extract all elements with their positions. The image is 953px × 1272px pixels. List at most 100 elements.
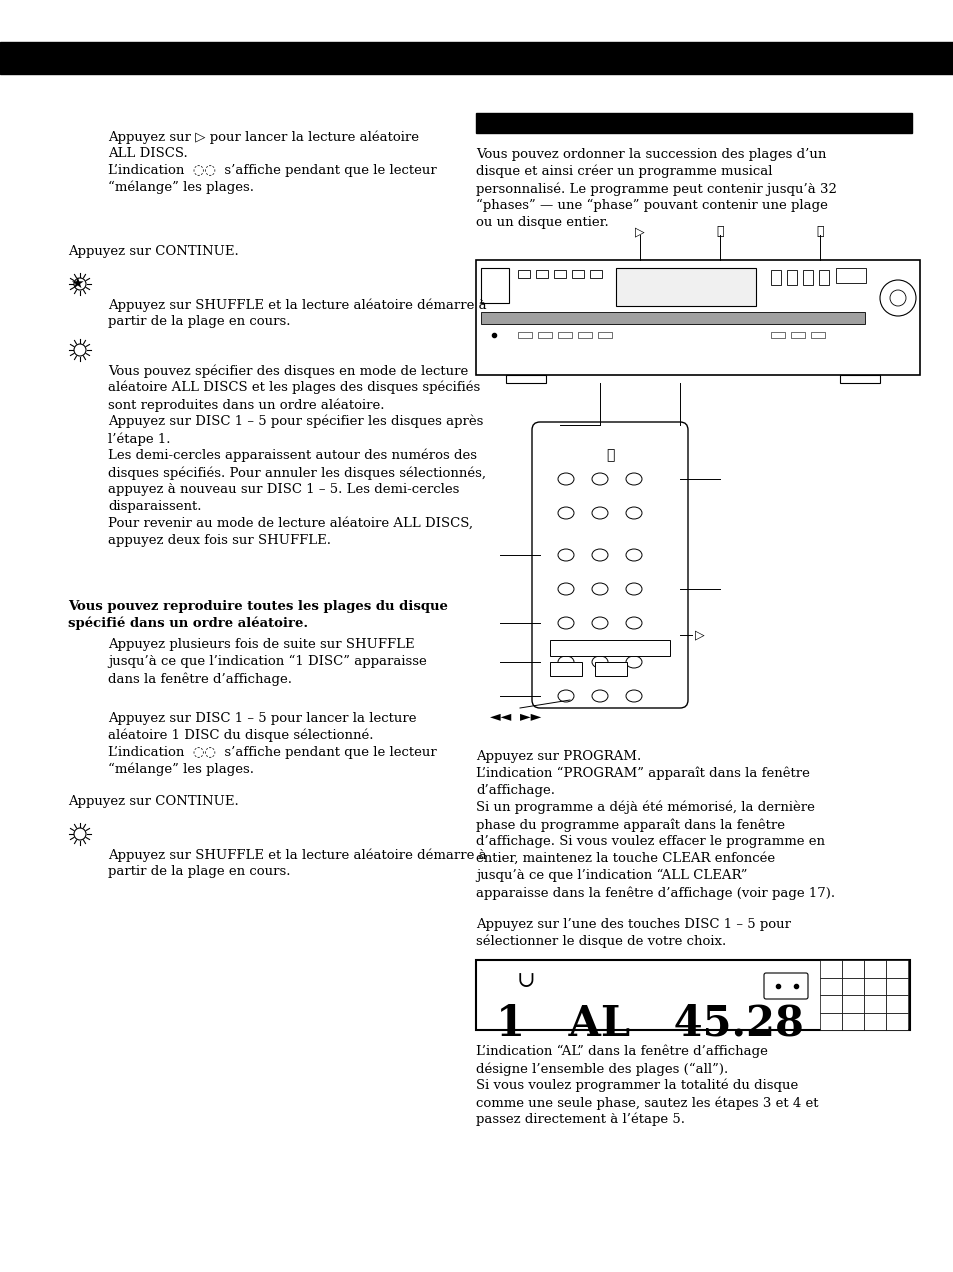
Text: Appuyez sur l’une des touches DISC 1 – 5 pour: Appuyez sur l’une des touches DISC 1 – 5… <box>476 918 790 931</box>
Bar <box>810 332 824 338</box>
Bar <box>863 1013 885 1030</box>
Ellipse shape <box>558 689 574 702</box>
Bar <box>863 995 885 1013</box>
Bar <box>598 332 612 338</box>
Bar <box>770 332 784 338</box>
Text: phase du programme apparaît dans la fenêtre: phase du programme apparaît dans la fenê… <box>476 818 784 832</box>
Text: désigne l’ensemble des plages (“all”).: désigne l’ensemble des plages (“all”). <box>476 1062 727 1076</box>
Text: apparaisse dans la fenêtre d’affichage (voir page 17).: apparaisse dans la fenêtre d’affichage (… <box>476 887 834 899</box>
Bar <box>476 960 909 1030</box>
Bar <box>841 977 863 995</box>
Ellipse shape <box>558 656 574 668</box>
Text: ∪: ∪ <box>517 971 535 992</box>
Text: ★: ★ <box>70 276 84 291</box>
Text: Les demi-cercles apparaissent autour des numéros des: Les demi-cercles apparaissent autour des… <box>108 449 477 463</box>
Text: ou un disque entier.: ou un disque entier. <box>476 216 608 229</box>
Text: ⏮: ⏮ <box>716 225 723 238</box>
Text: aléatoire ALL DISCS et les plages des disques spécifiés: aléatoire ALL DISCS et les plages des di… <box>108 382 479 394</box>
Bar <box>885 960 907 977</box>
Text: dans la fenêtre d’affichage.: dans la fenêtre d’affichage. <box>108 672 292 686</box>
Bar <box>554 270 565 279</box>
Text: ⓘ: ⓘ <box>605 448 614 462</box>
Text: 1   AL   45.28: 1 AL 45.28 <box>496 1002 803 1044</box>
Bar <box>841 1013 863 1030</box>
Text: Vous pouvez ordonner la succession des plages d’un: Vous pouvez ordonner la succession des p… <box>476 148 825 162</box>
Text: Si vous voulez programmer la totalité du disque: Si vous voulez programmer la totalité du… <box>476 1079 798 1093</box>
Ellipse shape <box>625 617 641 628</box>
FancyBboxPatch shape <box>532 422 687 709</box>
Text: partir de la plage en cours.: partir de la plage en cours. <box>108 315 291 328</box>
Text: “mélange” les plages.: “mélange” les plages. <box>108 181 253 195</box>
Text: disparaissent.: disparaissent. <box>108 500 201 513</box>
Bar <box>863 977 885 995</box>
Text: ▷: ▷ <box>635 225 644 238</box>
Text: sélectionner le disque de votre choix.: sélectionner le disque de votre choix. <box>476 935 725 949</box>
Ellipse shape <box>558 508 574 519</box>
FancyBboxPatch shape <box>763 973 807 999</box>
Bar <box>517 270 530 279</box>
Bar <box>885 995 907 1013</box>
Bar <box>476 113 911 134</box>
Text: L’indication “PROGRAM” apparaît dans la fenêtre: L’indication “PROGRAM” apparaît dans la … <box>476 767 809 781</box>
Text: “phases” — une “phase” pouvant contenir une plage: “phases” — une “phase” pouvant contenir … <box>476 198 827 212</box>
Text: Pour revenir au mode de lecture aléatoire ALL DISCS,: Pour revenir au mode de lecture aléatoir… <box>108 516 473 530</box>
Bar <box>578 332 592 338</box>
Text: jusqu’à ce que l’indication “ALL CLEAR”: jusqu’à ce que l’indication “ALL CLEAR” <box>476 869 747 883</box>
Bar <box>505 375 545 383</box>
Bar <box>790 332 804 338</box>
Text: entier, maintenez la touche CLEAR enfoncée: entier, maintenez la touche CLEAR enfonc… <box>476 852 774 865</box>
Bar <box>885 977 907 995</box>
Ellipse shape <box>625 508 641 519</box>
Text: ALL DISCS.: ALL DISCS. <box>108 148 188 160</box>
Text: ⏭: ⏭ <box>816 225 822 238</box>
Bar <box>476 259 919 375</box>
Text: l’étape 1.: l’étape 1. <box>108 432 171 445</box>
Text: “mélange” les plages.: “mélange” les plages. <box>108 763 253 776</box>
Bar <box>572 270 583 279</box>
Ellipse shape <box>558 583 574 595</box>
Bar <box>589 270 601 279</box>
Text: Appuyez sur DISC 1 – 5 pour spécifier les disques après: Appuyez sur DISC 1 – 5 pour spécifier le… <box>108 415 483 429</box>
Ellipse shape <box>592 550 607 561</box>
Bar <box>550 661 581 675</box>
Ellipse shape <box>592 583 607 595</box>
Bar <box>517 332 532 338</box>
Bar <box>835 268 865 282</box>
Ellipse shape <box>592 508 607 519</box>
Text: aléatoire 1 DISC du disque sélectionné.: aléatoire 1 DISC du disque sélectionné. <box>108 729 374 743</box>
Ellipse shape <box>625 689 641 702</box>
Text: passez directement à l’étape 5.: passez directement à l’étape 5. <box>476 1113 684 1127</box>
Bar <box>820 960 841 977</box>
Ellipse shape <box>558 473 574 485</box>
Ellipse shape <box>625 583 641 595</box>
Text: Si un programme a déjà été mémorisé, la dernière: Si un programme a déjà été mémorisé, la … <box>476 801 814 814</box>
Text: disque et ainsi créer un programme musical: disque et ainsi créer un programme music… <box>476 165 772 178</box>
Text: disques spécifiés. Pour annuler les disques sélectionnés,: disques spécifiés. Pour annuler les disq… <box>108 466 485 480</box>
Ellipse shape <box>625 550 641 561</box>
Text: Appuyez sur SHUFFLE et la lecture aléatoire démarre à: Appuyez sur SHUFFLE et la lecture aléato… <box>108 298 486 312</box>
Text: spécifié dans un ordre aléatoire.: spécifié dans un ordre aléatoire. <box>68 617 308 631</box>
Bar <box>616 268 755 307</box>
Ellipse shape <box>558 550 574 561</box>
Bar <box>863 960 885 977</box>
Bar <box>820 1013 841 1030</box>
Bar <box>841 995 863 1013</box>
Bar <box>0 42 953 74</box>
Ellipse shape <box>592 473 607 485</box>
Text: partir de la plage en cours.: partir de la plage en cours. <box>108 865 291 878</box>
Bar <box>550 640 669 656</box>
Text: Appuyez sur PROGRAM.: Appuyez sur PROGRAM. <box>476 750 640 763</box>
Ellipse shape <box>558 617 574 628</box>
Bar <box>480 268 509 303</box>
Ellipse shape <box>592 617 607 628</box>
Text: Appuyez sur ▷ pour lancer la lecture aléatoire: Appuyez sur ▷ pour lancer la lecture alé… <box>108 130 418 144</box>
Text: Appuyez sur SHUFFLE et la lecture aléatoire démarre à: Appuyez sur SHUFFLE et la lecture aléato… <box>108 848 486 861</box>
Text: appuyez deux fois sur SHUFFLE.: appuyez deux fois sur SHUFFLE. <box>108 534 331 547</box>
Text: ◄◄  ►►: ◄◄ ►► <box>490 710 540 724</box>
Text: d’affichage. Si vous voulez effacer le programme en: d’affichage. Si vous voulez effacer le p… <box>476 834 824 848</box>
Text: L’indication  ◌◌  s’affiche pendant que le lecteur: L’indication ◌◌ s’affiche pendant que le… <box>108 745 436 759</box>
Bar <box>840 375 879 383</box>
Text: personnalisé. Le programme peut contenir jusqu’à 32: personnalisé. Le programme peut contenir… <box>476 182 836 196</box>
Bar <box>480 312 864 324</box>
Text: sont reproduites dans un ordre aléatoire.: sont reproduites dans un ordre aléatoire… <box>108 398 384 412</box>
